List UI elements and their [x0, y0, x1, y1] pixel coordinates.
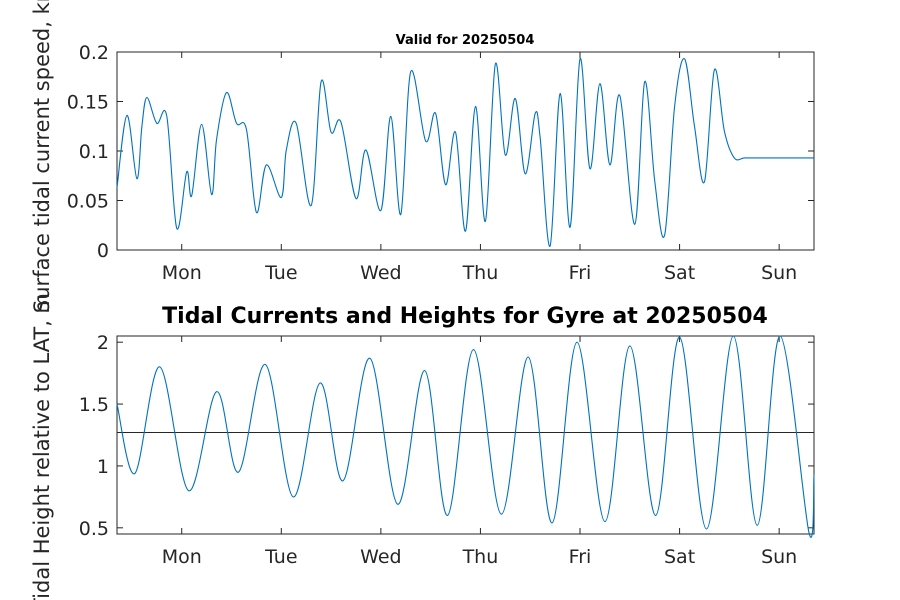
- current-speed-x-ticks: Mon Tue Wed Thu Fri Sat Sun: [162, 52, 797, 284]
- current-speed-x-tick-label: Fri: [569, 262, 592, 284]
- tidal-height-x-tick-label: Sun: [761, 546, 797, 568]
- current-speed-x-tick-label: Thu: [462, 262, 499, 284]
- current-speed-x-tick-label: Mon: [162, 262, 202, 284]
- tidal-height-y-axis-label: Tidal Height relative to LAT, m: [30, 293, 54, 600]
- current-speed-x-tick-label: Sat: [664, 262, 695, 284]
- current-speed-x-tick-label: Sun: [761, 262, 797, 284]
- tidal-height-plot-area: [116, 335, 815, 535]
- tidal-height-y-tick-label: 1: [97, 456, 109, 478]
- tidal-height-y-tick-label: 1.5: [79, 394, 109, 416]
- current-speed-axes: Valid for 20250504 0 0.05 0.1 0.15 0.2 Mon Tu…: [30, 0, 815, 313]
- tidal-height-title: Tidal Currents and Heights for Gyre at 2…: [162, 304, 768, 329]
- tidal-height-y-ticks: 0.5 1 1.5 2: [79, 332, 814, 540]
- tidal-height-x-tick-label: Tue: [264, 546, 297, 568]
- current-speed-x-tick-label: Wed: [360, 262, 401, 284]
- tidal-height-x-tick-label: Thu: [462, 546, 499, 568]
- current-speed-series-line: [116, 58, 814, 247]
- current-speed-y-tick-label: 0: [97, 240, 109, 262]
- tidal-height-x-tick-label: Sat: [664, 546, 695, 568]
- current-speed-y-axis-label: Surface tidal current speed, kn: [30, 0, 54, 313]
- current-speed-y-tick-label: 0.15: [67, 92, 109, 114]
- current-speed-plot-area: [116, 51, 815, 251]
- current-speed-y-tick-label: 0.05: [67, 191, 109, 213]
- tidal-height-series-line: [116, 335, 815, 538]
- current-speed-y-ticks: 0 0.05 0.1 0.15 0.2: [67, 42, 814, 262]
- current-speed-y-tick-label: 0.1: [79, 141, 109, 163]
- tidal-height-x-tick-label: Fri: [569, 546, 592, 568]
- current-speed-title: Valid for 20250504: [396, 33, 535, 48]
- tidal-height-y-tick-label: 0.5: [79, 518, 109, 540]
- tidal-height-x-tick-label: Mon: [162, 546, 202, 568]
- tidal-height-axes: Tidal Currents and Heights for Gyre at 2…: [30, 293, 815, 600]
- tidal-height-x-ticks: Mon Tue Wed Thu Fri Sat Sun: [162, 336, 797, 568]
- current-speed-y-tick-label: 0.2: [79, 42, 109, 64]
- tidal-height-y-tick-label: 2: [97, 332, 109, 354]
- current-speed-x-tick-label: Tue: [264, 262, 297, 284]
- tidal-height-x-tick-label: Wed: [360, 546, 401, 568]
